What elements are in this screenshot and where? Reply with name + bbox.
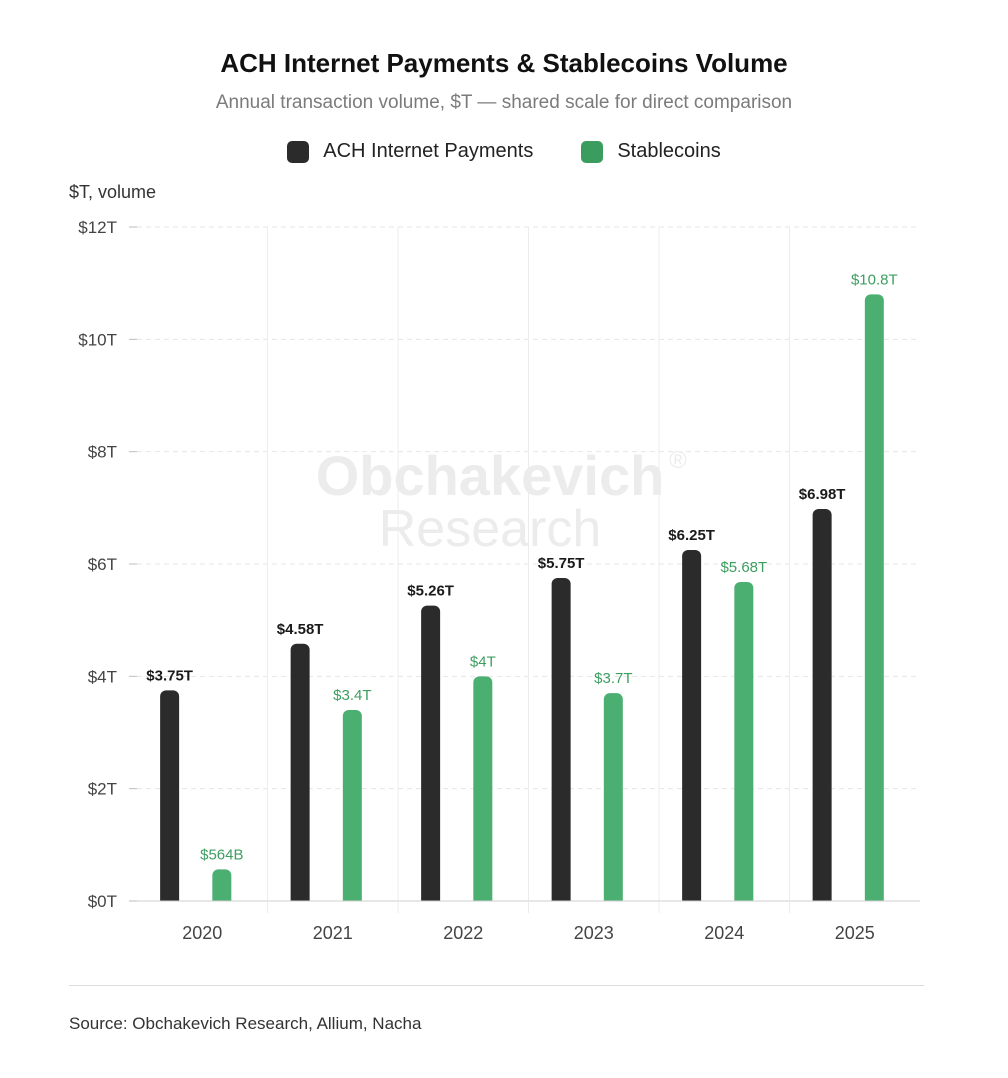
chart-subtitle: Annual transaction volume, $T — shared s… xyxy=(215,92,793,113)
y-tick-label: $4T xyxy=(88,667,117,686)
y-tick-label: $10T xyxy=(78,330,117,349)
y-axis-label: $T, volume xyxy=(69,182,157,202)
chart-legend: ACH Internet Payments Stablecoins xyxy=(0,140,1008,163)
data-label-stablecoins: $10.8T xyxy=(851,271,898,288)
legend-label-stablecoins: Stablecoins xyxy=(617,140,721,162)
y-tick-label: $8T xyxy=(88,443,117,462)
bar-stablecoins-2025 xyxy=(864,294,884,907)
bar-stablecoins-2020 xyxy=(212,869,232,907)
data-label-stablecoins: $5.68T xyxy=(720,559,767,576)
legend-swatch-stablecoins xyxy=(581,140,604,163)
x-tick-label: 2020 xyxy=(182,923,222,943)
data-label-ach: $5.75T xyxy=(538,555,585,572)
watermark-line-1: Obchakevich xyxy=(316,444,665,507)
y-tick-label: $6T xyxy=(88,555,117,574)
x-tick-label: 2025 xyxy=(835,923,875,943)
legend-label-ach: ACH Internet Payments xyxy=(323,140,534,162)
bar-ach-2021 xyxy=(290,643,310,907)
bar-ach-2022 xyxy=(421,605,441,907)
data-label-ach: $5.26T xyxy=(407,583,454,600)
data-label-stablecoins: $4T xyxy=(470,653,496,670)
data-label-ach: $6.25T xyxy=(668,527,715,544)
chart-title: ACH Internet Payments & Stablecoins Volu… xyxy=(220,48,788,78)
watermark-line-2: Research xyxy=(379,500,602,558)
axes: $0T $2T $4T $6T $8T $10T $12T 2020 2021 2022 2023 2… xyxy=(78,218,920,943)
bars xyxy=(137,294,920,921)
bar-stablecoins-2024 xyxy=(734,581,754,907)
legend-item-stablecoins: Stablecoins xyxy=(581,140,721,163)
bar-ach-2024 xyxy=(682,549,702,907)
bar-ach-2025 xyxy=(812,508,832,907)
bar-ach-2023 xyxy=(551,578,571,907)
y-tick-label: $0T xyxy=(88,892,117,911)
data-label-ach: $6.98T xyxy=(799,486,846,503)
footer-divider xyxy=(69,985,924,986)
data-label-ach: $3.75T xyxy=(146,667,193,684)
source-note: Source: Obchakevich Research, Allium, Na… xyxy=(69,1014,422,1033)
bar-ach-2020 xyxy=(160,690,180,907)
x-tick-label: 2021 xyxy=(313,923,353,943)
data-label-stablecoins: $3.4T xyxy=(333,687,371,704)
data-label-stablecoins: $3.7T xyxy=(594,670,632,687)
bar-stablecoins-2021 xyxy=(342,710,362,907)
bar-chart: Obchakevich ® Research $0T $2T $4T $6T $8T $1… xyxy=(78,218,920,943)
y-tick-label: $12T xyxy=(78,218,117,237)
watermark-mark: ® xyxy=(669,447,687,474)
x-tick-label: 2022 xyxy=(443,923,483,943)
legend-swatch-ach xyxy=(287,140,310,163)
x-tick-label: 2023 xyxy=(574,923,614,943)
y-tick-label: $2T xyxy=(88,780,117,799)
legend-item-ach: ACH Internet Payments xyxy=(287,140,533,163)
data-label-stablecoins: $564B xyxy=(200,846,243,863)
data-label-ach: $4.58T xyxy=(277,621,324,638)
bar-stablecoins-2023 xyxy=(603,693,623,907)
grid xyxy=(137,226,920,913)
x-tick-label: 2024 xyxy=(704,923,744,943)
watermark: Obchakevich ® Research xyxy=(316,444,687,558)
bar-stablecoins-2022 xyxy=(473,676,493,907)
data-labels: $3.75T $4.58T $5.26T $5.75T $6.25T $6.98T $564… xyxy=(146,271,897,863)
